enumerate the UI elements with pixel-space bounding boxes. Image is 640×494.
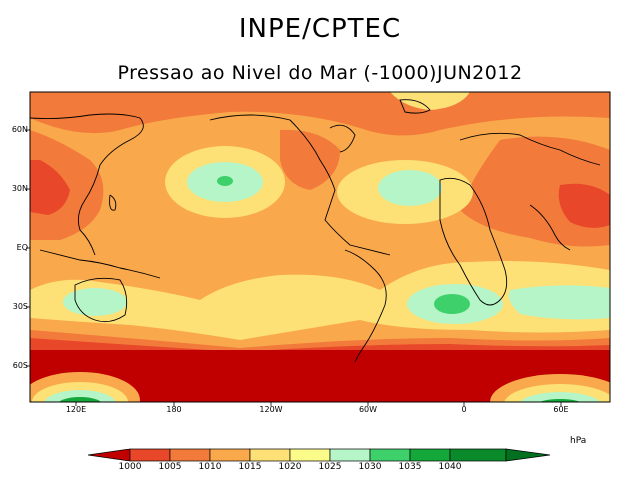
australia-high [63,288,127,316]
legend-level-1020: 1020 [278,462,302,472]
lon-label-120w: 120W [259,405,283,414]
legend-level-1040: 1040 [438,462,462,472]
coast-north-america [209,114,391,256]
colorbar-segment-1035 [409,448,451,462]
north-high-atlantic [390,92,470,110]
coast-europe [459,132,601,166]
lat-label-30n: 30N [11,184,28,193]
antarctic-high-east-4 [539,399,581,402]
coast-hudson-bay [329,124,356,153]
colorbar-segment-1010 [209,448,251,462]
north-low-band [30,92,610,136]
south-atlantic-high-core [434,294,470,314]
lon-label-60w: 60W [358,405,378,414]
indian-ocean-high [508,285,610,320]
north-pacific-high-core [217,176,233,186]
coast-africa [439,177,508,306]
coast-indonesia [39,249,161,279]
colorbar-segment-below-1000 [87,448,131,462]
colorbar-segment-above-1040 [505,448,551,462]
coast-arabia-india [529,204,571,251]
colorbar-segment-1030 [369,448,411,462]
antarctic-high-east-2 [504,384,610,402]
colorbar-segment-1015 [249,448,291,462]
coast-greenland [399,99,431,114]
legend-level-1035: 1035 [398,462,422,472]
coastlines [30,99,601,363]
legend-level-1000: 1000 [118,462,142,472]
asia-deep-low [30,160,70,215]
lat-label-60n: 60N [11,125,28,134]
north-america-low [280,129,340,190]
lat-label-eq: EQ [16,243,28,252]
coast-australia [74,277,128,323]
page-title: INPE/CPTEC [238,14,402,44]
legend-level-1015: 1015 [238,462,262,472]
map-frame [29,91,611,403]
colorbar-segment-1040 [449,448,507,462]
azores-high-inner [378,170,442,206]
lon-label-180: 180 [166,405,182,414]
lon-label-0: 0 [461,405,467,414]
legend-level-1025: 1025 [318,462,342,472]
coast-east-asia [30,113,144,256]
colorbar-segment-1000 [129,448,171,462]
colorbar-segment-1005 [169,448,211,462]
antarctic-high-west-4 [58,397,102,402]
pressure-map [30,92,610,402]
map-subtitle: Pressao ao Nivel do Mar (-1000)JUN2012 [117,62,523,84]
lon-label-60e: 60E [553,405,569,414]
middle-east-deep-low [558,183,610,228]
color-bar [87,448,551,462]
legend-unit: hPa [570,436,587,446]
axis-ticks [26,129,562,406]
colorbar-segment-1020 [289,448,331,462]
lat-label-60s: 60S [12,361,28,370]
legend-level-1005: 1005 [158,462,182,472]
lon-label-120e: 120E [65,405,87,414]
antarctic-high-east-3 [519,392,601,402]
lat-label-30s: 30S [12,302,28,311]
legend-level-1030: 1030 [358,462,382,472]
legend-level-1010: 1010 [198,462,222,472]
coast-japan [109,194,117,211]
antarctic-high-west-3 [44,390,116,402]
colorbar-segment-1025 [329,448,371,462]
coast-south-america [344,249,387,363]
